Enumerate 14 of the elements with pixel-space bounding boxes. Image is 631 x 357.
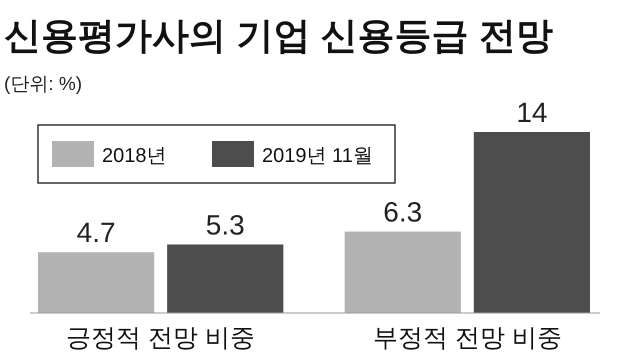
bar xyxy=(38,252,154,313)
data-label: 4.7 xyxy=(76,217,116,248)
bar xyxy=(167,244,284,313)
legend-label: 2019년 11월 xyxy=(262,145,373,167)
x-tick-label: 부정적 전망 비중 xyxy=(372,324,562,352)
bar xyxy=(344,232,461,313)
data-label: 5.3 xyxy=(206,209,245,240)
x-tick-label: 긍정적 전망 비중 xyxy=(66,324,256,352)
chart-subtitle: (단위: %) xyxy=(4,74,82,95)
legend-label: 2018년 xyxy=(102,145,166,167)
data-label: 6.3 xyxy=(383,196,422,228)
bar xyxy=(474,132,590,313)
chart-title: 신용평가사의 기업 신용등급 전망 xyxy=(4,15,553,56)
data-label: 14 xyxy=(516,97,548,128)
